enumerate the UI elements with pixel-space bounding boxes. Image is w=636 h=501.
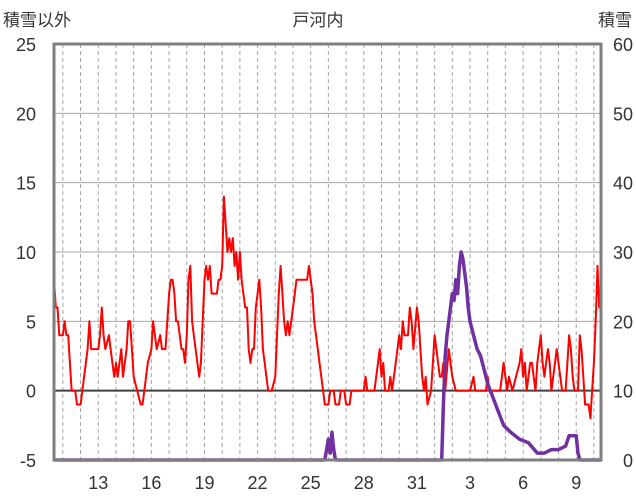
y-left-tick-label: 0	[26, 382, 36, 402]
chart-title: 戸河内	[293, 11, 344, 30]
y-left-tick-label: 5	[26, 312, 36, 332]
x-tick-label: 31	[407, 473, 427, 493]
y-right-tick-label: 30	[613, 243, 633, 263]
series-layer	[53, 195, 602, 462]
x-tick-label: 25	[301, 473, 321, 493]
y-right-ticks: 60 50 40 30 20 10 0	[613, 35, 633, 471]
y-right-tick-label: 0	[623, 451, 633, 471]
y-right-tick-label: 60	[613, 35, 633, 55]
series-line-non-snow	[53, 195, 602, 420]
series-line-snow	[54, 250, 601, 462]
x-tick-label: 19	[194, 473, 214, 493]
y-right-tick-label: 40	[613, 174, 633, 194]
y-left-axis-label: 積雪以外	[3, 11, 71, 30]
y-left-tick-label: 10	[16, 243, 36, 263]
y-left-tick-label: 20	[16, 104, 36, 124]
x-tick-label: 9	[571, 473, 581, 493]
plot-frame	[52, 42, 603, 462]
x-ticks: 13 16 19 22 25 28 31 3 6 9	[88, 473, 581, 493]
y-right-tick-label: 10	[613, 382, 633, 402]
y-right-axis-label: 積雪	[598, 11, 632, 30]
y-left-ticks: 25 20 15 10 5 0 -5	[16, 35, 36, 471]
x-tick-label: 16	[141, 473, 161, 493]
grid	[54, 44, 601, 460]
y-left-tick-label: 15	[16, 174, 36, 194]
y-left-tick-label: 25	[16, 35, 36, 55]
y-right-tick-label: 50	[613, 104, 633, 124]
x-tick-label: 6	[518, 473, 528, 493]
y-left-tick-label: -5	[20, 451, 36, 471]
y-right-tick-label: 20	[613, 312, 633, 332]
x-tick-label: 13	[88, 473, 108, 493]
x-tick-label: 22	[248, 473, 268, 493]
x-tick-label: 28	[354, 473, 374, 493]
x-tick-label: 3	[465, 473, 475, 493]
